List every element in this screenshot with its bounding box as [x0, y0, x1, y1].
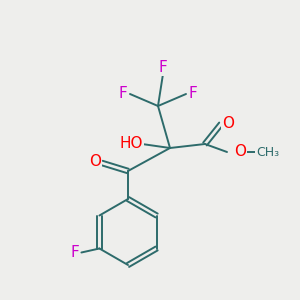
Text: F: F — [70, 245, 79, 260]
Text: F: F — [118, 86, 127, 101]
Text: O: O — [89, 154, 101, 169]
Text: HO: HO — [119, 136, 143, 152]
Text: O: O — [222, 116, 234, 131]
Text: F: F — [159, 59, 167, 74]
Text: O: O — [234, 143, 246, 158]
Text: CH₃: CH₃ — [256, 146, 279, 158]
Text: F: F — [189, 86, 197, 101]
